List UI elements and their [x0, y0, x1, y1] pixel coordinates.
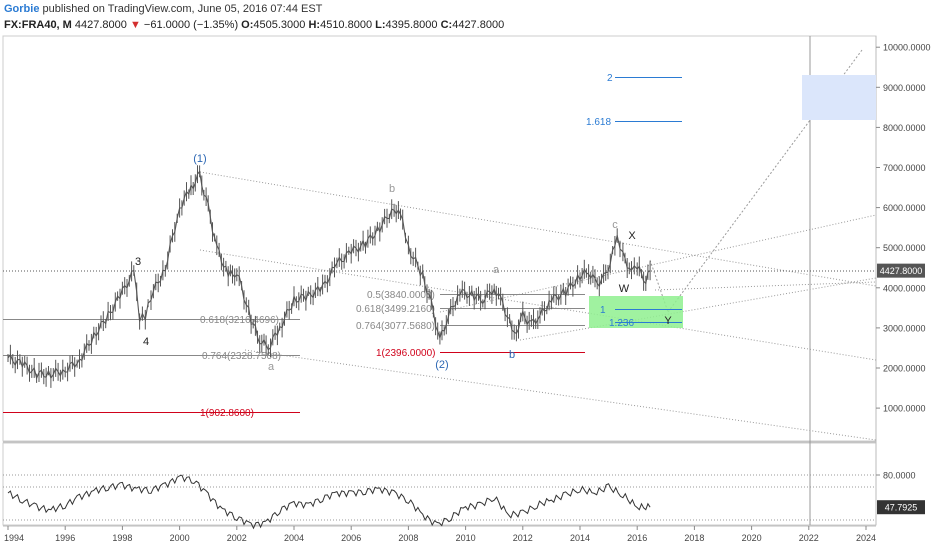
publish-info: published on TradingView.com, June 05, 2… — [42, 3, 323, 15]
wave-2-label: (2) — [435, 359, 448, 371]
open-label: O: — [241, 19, 254, 31]
time-tick-label: 2002 — [227, 533, 247, 543]
fib-label-0: 0.618(3216.4696) — [200, 315, 279, 326]
fib-label-5: 0.764(3077.5680) — [356, 321, 435, 332]
time-tick-label: 2006 — [341, 533, 361, 543]
time-tick-label: 2014 — [570, 533, 590, 543]
price-tick-label: 2000.0000 — [883, 364, 926, 374]
fib-label-6: 1(2396.0000) — [376, 348, 436, 359]
time-tick-label: 2008 — [398, 533, 418, 543]
low-label: L: — [375, 19, 386, 31]
wave-a2-label: a — [493, 264, 500, 276]
time-tick-label: 2010 — [456, 533, 476, 543]
rsi-value-label: 47.7925 — [885, 503, 918, 513]
time-tick-label: 2020 — [742, 533, 762, 543]
price-tick-label: 5000.0000 — [883, 243, 926, 253]
price-tick-label: 8000.0000 — [883, 123, 926, 133]
fib-label-7: 2 — [607, 73, 613, 84]
wave-b-label: b — [389, 183, 395, 195]
wave-b2-label: b — [509, 349, 515, 361]
fib-label-10: 1.236 — [609, 318, 634, 329]
rsi-value-badge — [877, 500, 925, 515]
wave-labels: (1) (2) 3 4 a b a b cX W Y — [135, 153, 672, 373]
wave-c-label: c — [612, 219, 618, 231]
target-zone-blue — [802, 75, 876, 120]
wave-1-label: (1) — [193, 153, 206, 165]
price-tick-label: 7000.0000 — [883, 163, 926, 173]
time-tick-label: 2000 — [170, 533, 190, 543]
fib-label-1: 0.764(2328.7508) — [202, 351, 281, 362]
rsi-pane-bg — [2, 442, 877, 526]
price-series — [7, 165, 651, 388]
fib-label-9: 1 — [600, 305, 606, 316]
wave-w-label: W — [619, 283, 630, 295]
price-tick-label: 6000.0000 — [883, 203, 926, 213]
wave-y-label: Y — [664, 315, 672, 327]
publish-line: Gorbie published on TradingView.com, Jun… — [4, 3, 322, 15]
price-change: −61.0000 (−1.35%) — [143, 19, 239, 31]
fib-label-2: 1(902.8600) — [200, 408, 254, 419]
low-value: 4395.8000 — [385, 19, 438, 31]
main-pane-bg — [2, 35, 877, 442]
last-price-badge-label: 4427.8000 — [880, 266, 923, 276]
time-tick-label: 2018 — [684, 533, 704, 543]
time-tick-label: 2024 — [856, 533, 876, 543]
open-value: 4505.3000 — [253, 19, 306, 31]
high-value: 4510.8000 — [320, 19, 373, 31]
rsi-line — [7, 474, 651, 530]
price-tick-label: 9000.0000 — [883, 83, 926, 93]
wave-x-label: X — [628, 230, 636, 242]
time-tick-label: 2016 — [627, 533, 647, 543]
time-tick-label: 2004 — [284, 533, 304, 543]
rsi-indicator: 80.0000 47.7925 — [3, 471, 925, 530]
last-price-badge — [877, 263, 925, 278]
time-tick-label: 1994 — [4, 533, 24, 543]
symbol-legend: FX:FRA40, M 4427.8000 ▼ −61.0000 (−1.35%… — [4, 19, 504, 31]
wave-4-label: 4 — [143, 336, 149, 348]
price-tick-label: 4000.0000 — [883, 283, 926, 293]
fib-label-3: 0.5(3840.0000) — [367, 290, 435, 301]
close-value: 4427.8000 — [452, 19, 505, 31]
last-price: 4427.8000 — [74, 19, 127, 31]
price-tick-label: 3000.0000 — [883, 323, 926, 333]
price-axis[interactable]: 10000.0000 9000.0000 8000.0000 7000.0000 600… — [876, 43, 931, 414]
time-tick-label: 2022 — [799, 533, 819, 543]
author-link[interactable]: Gorbie — [4, 3, 40, 15]
price-tick-label: 10000.0000 — [883, 43, 931, 53]
time-tick-label: 1996 — [55, 533, 75, 543]
time-axis[interactable]: 1994 1996 1998 2000 2002 2004 2006 2008 2010 2012… — [4, 526, 876, 543]
wave-a1-label: a — [268, 361, 275, 373]
rsi-tick-label: 80.0000 — [883, 471, 916, 481]
close-label: C: — [440, 19, 453, 31]
chart-header: Gorbie published on TradingView.com, Jun… — [0, 0, 932, 34]
time-tick-label: 2012 — [513, 533, 533, 543]
fib-label-4: 0.618(3499.2160) — [356, 304, 435, 315]
symbol-name: FX:FRA40, M — [4, 19, 72, 31]
fib-label-8: 1.618 — [586, 117, 611, 128]
price-tick-label: 1000.0000 — [883, 404, 926, 414]
high-label: H: — [308, 19, 321, 31]
wave-3-label: 3 — [135, 256, 141, 268]
time-tick-label: 1998 — [112, 533, 132, 543]
down-arrow-icon: ▼ — [129, 19, 141, 31]
